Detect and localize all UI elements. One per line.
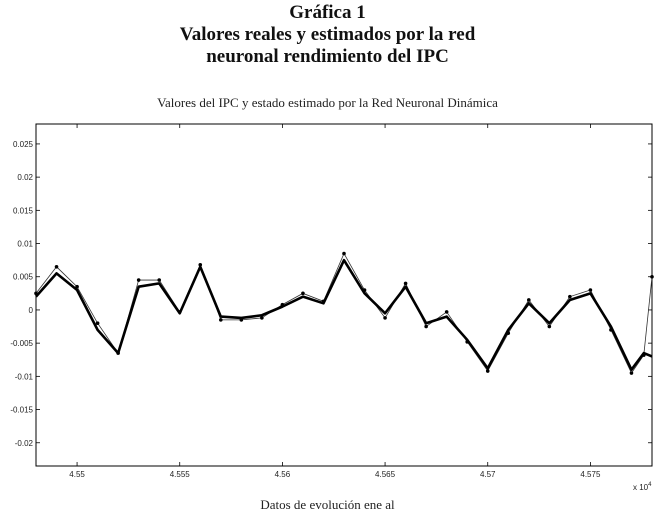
real-point xyxy=(609,328,613,332)
real-point xyxy=(424,324,428,329)
real-point xyxy=(403,281,408,286)
real-point xyxy=(362,288,367,292)
series xyxy=(34,251,654,375)
plot-frame xyxy=(35,123,653,467)
y-tick-label: 0.005 xyxy=(13,273,34,282)
real-point xyxy=(444,310,449,314)
real-point xyxy=(301,291,305,296)
y-tick-label: -0.005 xyxy=(10,339,33,348)
x-tick-label: 4.575 xyxy=(580,470,601,479)
x-tick-label: 4.565 xyxy=(375,470,396,479)
real-point xyxy=(219,318,223,322)
y-tick-label: 0.01 xyxy=(17,240,33,249)
real-point xyxy=(321,299,326,304)
x-multiplier: x 104 xyxy=(633,482,652,492)
y-tick-label: 0 xyxy=(29,306,34,315)
x-multiplier-base: x 10 xyxy=(633,483,649,492)
real-point xyxy=(260,316,264,320)
real-point xyxy=(588,288,593,292)
real-point xyxy=(239,318,244,322)
axes: 0.025 0.02 0.015 0.01 0.005 0 -0.005 -0.01 -0.01… xyxy=(10,123,653,479)
series-estimated-line xyxy=(35,258,653,372)
y-tick-label: 0.025 xyxy=(13,140,34,149)
real-point xyxy=(177,310,182,314)
real-point xyxy=(527,298,531,302)
x-axis-label: Datos de evolución ene al xyxy=(260,497,395,512)
real-point xyxy=(568,294,572,299)
x-tick-label: 4.56 xyxy=(275,470,291,479)
real-point xyxy=(465,340,470,344)
y-tick-label: -0.01 xyxy=(15,372,34,381)
real-point xyxy=(629,371,634,375)
y-tick-label: -0.02 xyxy=(15,439,34,448)
real-point xyxy=(641,353,646,357)
chart-title: Valores del IPC y estado estimado por la… xyxy=(157,95,498,110)
real-point xyxy=(116,351,120,355)
y-tick-label: -0.015 xyxy=(10,406,33,415)
x-tick-label: 4.555 xyxy=(170,470,191,479)
real-point xyxy=(383,316,387,320)
figure-title-line2: Valores reales y estimados por la red xyxy=(179,24,476,45)
x-tick-label: 4.57 xyxy=(480,470,496,479)
x-tick-label: 4.55 xyxy=(69,470,85,479)
real-point xyxy=(136,278,141,282)
real-point xyxy=(506,331,511,335)
y-tick-label: 0.02 xyxy=(17,173,33,182)
real-point xyxy=(34,291,38,296)
real-point xyxy=(198,262,203,267)
real-point xyxy=(75,284,79,289)
real-point xyxy=(95,321,100,326)
real-point xyxy=(547,324,552,329)
real-point xyxy=(157,278,161,282)
real-point xyxy=(342,251,346,256)
real-point xyxy=(280,302,285,307)
figure-title-line3: neuronal rendimiento del IPC xyxy=(206,46,449,67)
real-point xyxy=(485,369,490,373)
figure-title-line1: Gráfica 1 xyxy=(289,2,366,23)
y-tick-label: 0.015 xyxy=(13,206,34,215)
x-multiplier-exp: 4 xyxy=(648,482,652,488)
real-point xyxy=(650,274,654,279)
series-real-line xyxy=(35,252,653,374)
real-point xyxy=(54,264,59,269)
